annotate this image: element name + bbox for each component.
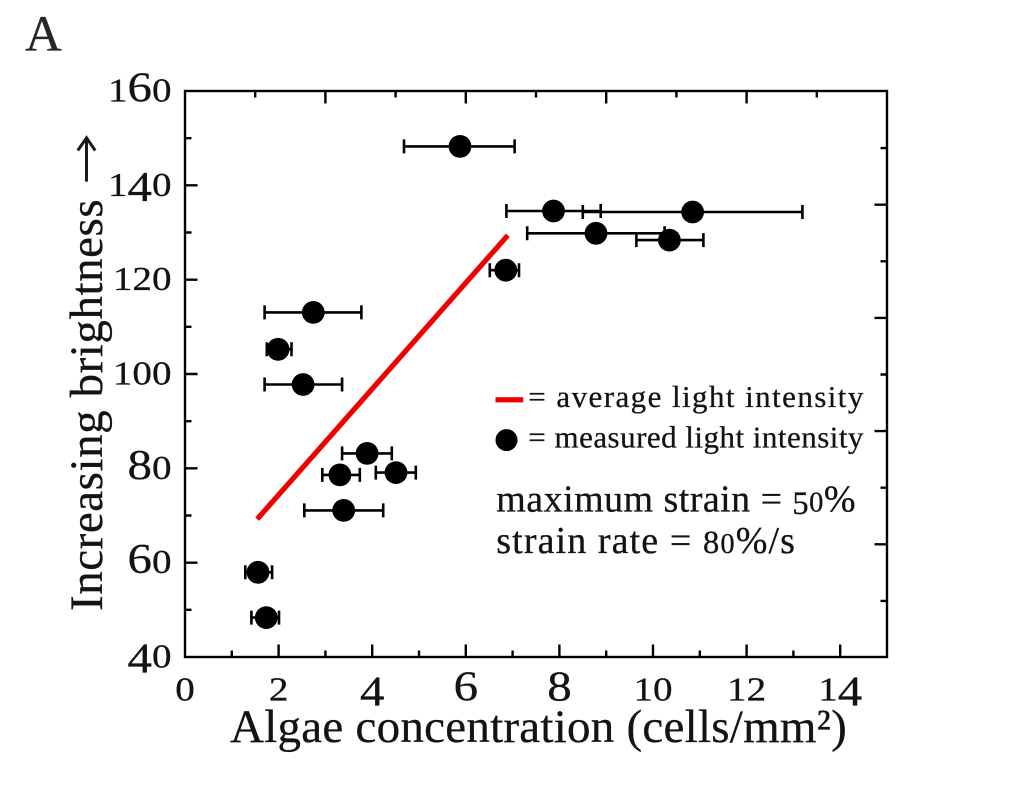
svg-text:4: 4: [360, 667, 385, 714]
svg-text:Algae concentration (cells/mm²: Algae concentration (cells/mm²): [230, 701, 847, 753]
svg-text:40: 40: [128, 634, 172, 681]
svg-text:80: 80: [128, 441, 172, 488]
svg-text:maximum strain = 50%: maximum strain = 50%: [496, 479, 856, 523]
svg-text:strain rate = 80%/s: strain rate = 80%/s: [496, 520, 796, 562]
svg-text:140: 140: [108, 163, 172, 210]
svg-text:8: 8: [547, 662, 571, 709]
svg-text:12: 12: [727, 670, 766, 708]
svg-text:160: 160: [108, 63, 172, 110]
svg-text:120: 120: [113, 260, 172, 298]
svg-text:0: 0: [175, 670, 195, 708]
svg-text:2: 2: [269, 670, 289, 708]
svg-text:Increasing brightness: Increasing brightness: [61, 199, 113, 611]
svg-text:= average light intensity: = average light intensity: [528, 379, 864, 414]
svg-text:A: A: [25, 7, 62, 63]
svg-text:14: 14: [818, 667, 862, 714]
svg-text:10: 10: [633, 670, 672, 708]
svg-text:= measured light intensity: = measured light intensity: [528, 419, 864, 454]
svg-text:60: 60: [128, 535, 172, 582]
svg-text:100: 100: [113, 354, 172, 392]
svg-text:6: 6: [454, 662, 478, 709]
